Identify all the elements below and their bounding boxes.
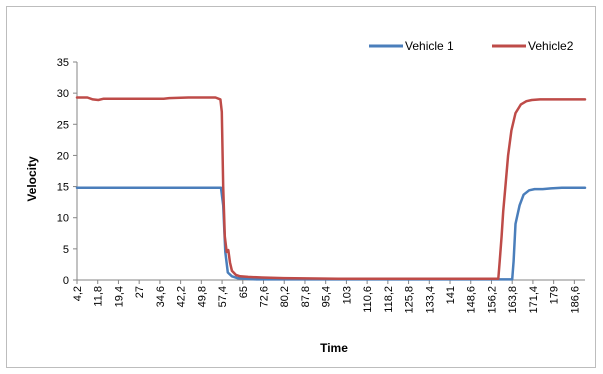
axes (76, 62, 585, 281)
y-tick-label: 35 (57, 57, 69, 69)
x-tick-label: 72,6 (259, 286, 271, 307)
x-tick-label: 19,4 (113, 286, 125, 307)
y-tick-labels: 0 5 10 15 20 25 30 35 (57, 57, 77, 287)
x-tick-label: 103 (341, 286, 353, 304)
x-tick-label: 141 (445, 286, 457, 304)
x-tick-labels: 4,2 11,8 19,4 27 34,6 42,2 49,8 57,4 65 72,6 80,2 8… (72, 280, 581, 314)
y-tick-label: 10 (57, 213, 69, 225)
series-lines (75, 96, 587, 281)
x-tick-label: 125,8 (404, 286, 416, 314)
x-tick-label: 42,2 (176, 286, 188, 307)
y-axis-title: Velocity (25, 156, 39, 202)
legend: Vehicle 1 Vehicle2 (369, 39, 574, 53)
legend-label-1: Vehicle 1 (405, 39, 454, 53)
x-tick-label: 95,4 (321, 286, 333, 307)
x-tick-label: 80,2 (279, 286, 291, 307)
x-tick-label: 11,8 (93, 286, 105, 307)
chart-frame: 0 5 10 15 20 25 30 35 4,2 11,8 19,4 27 34,6 42,2 49,8… (6, 6, 596, 368)
x-tick-label: 57,4 (217, 286, 229, 307)
velocity-chart: 0 5 10 15 20 25 30 35 4,2 11,8 19,4 27 34,6 42,2 49,8… (25, 39, 587, 355)
x-tick-label: 148,6 (466, 286, 478, 314)
x-tick-label: 133,4 (424, 286, 436, 314)
x-tick-label: 87,8 (300, 286, 312, 307)
y-tick-label: 15 (57, 182, 69, 194)
y-tick-label: 5 (63, 244, 69, 256)
x-tick-label: 171,4 (528, 286, 540, 314)
y-tick-label: 0 (63, 275, 69, 287)
x-tick-label: 118,2 (383, 286, 395, 313)
x-tick-label: 4,2 (72, 286, 84, 301)
y-tick-label: 25 (57, 119, 69, 131)
x-tick-label: 163,8 (507, 286, 519, 314)
x-tick-label: 34,6 (155, 286, 167, 307)
x-tick-label: 27 (134, 286, 146, 298)
x-tick-label: 110,6 (362, 286, 374, 313)
y-tick-label: 20 (57, 150, 69, 162)
x-tick-label: 156,2 (486, 286, 498, 314)
series-line-1 (75, 186, 587, 281)
x-tick-label: 179 (549, 286, 561, 304)
series-line-2 (75, 96, 587, 281)
legend-label-2: Vehicle2 (528, 39, 574, 53)
x-tick-label: 65 (238, 286, 250, 298)
x-axis-title: Time (320, 341, 348, 355)
x-tick-label: 186,6 (569, 286, 581, 314)
y-tick-label: 30 (57, 88, 69, 100)
x-tick-label: 49,8 (196, 286, 208, 307)
